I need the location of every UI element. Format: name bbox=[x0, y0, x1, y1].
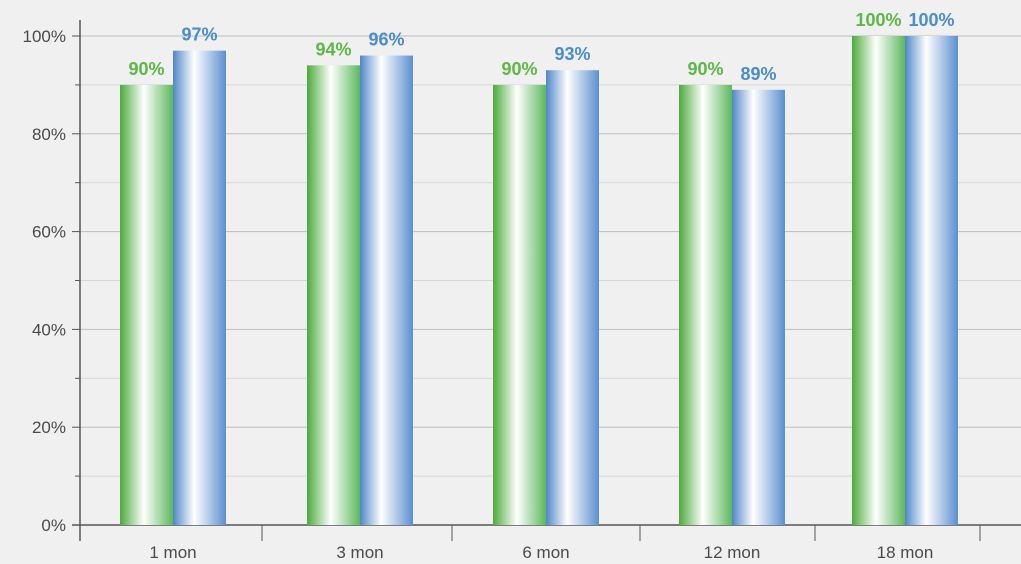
data-label: 90% bbox=[687, 59, 723, 79]
y-tick-label: 40% bbox=[32, 320, 66, 339]
data-label: 93% bbox=[554, 44, 590, 64]
bars bbox=[120, 36, 958, 526]
data-label: 94% bbox=[315, 39, 351, 59]
data-label: 90% bbox=[128, 59, 164, 79]
bar-series-1-18-mon bbox=[852, 36, 905, 525]
x-tick-label: 3 mon bbox=[336, 543, 383, 559]
bar-series-1-3-mon bbox=[307, 65, 360, 525]
bar-series-2-6-mon bbox=[546, 70, 599, 525]
y-tick-label: 20% bbox=[32, 418, 66, 437]
x-tick-label: 12 mon bbox=[704, 543, 761, 559]
data-label: 89% bbox=[740, 64, 776, 84]
bar-series-2-1-mon bbox=[173, 50, 226, 526]
bar-series-2-12-mon bbox=[732, 89, 785, 525]
y-tick-label: 60% bbox=[32, 223, 66, 242]
data-label: 100% bbox=[855, 10, 901, 30]
data-label: 96% bbox=[368, 30, 404, 50]
data-label: 90% bbox=[501, 59, 537, 79]
data-label: 97% bbox=[181, 25, 217, 45]
y-tick-label: 100% bbox=[23, 27, 66, 46]
y-tick-label: 0% bbox=[41, 516, 66, 535]
bar-series-1-6-mon bbox=[493, 84, 546, 526]
x-tick-label: 18 mon bbox=[877, 543, 934, 559]
bar-series-2-18-mon bbox=[905, 36, 958, 525]
x-tick-label: 1 mon bbox=[149, 543, 196, 559]
bar-series-1-1-mon bbox=[120, 84, 173, 526]
bar-series-1-12-mon bbox=[679, 84, 732, 526]
x-tick-label: 6 mon bbox=[522, 543, 569, 559]
bar-series-2-3-mon bbox=[360, 55, 413, 526]
data-label: 100% bbox=[908, 10, 954, 30]
data-labels: 90% 94% 90% 90% 100% 97% 96% 93% 89% 100% bbox=[128, 10, 954, 84]
y-tick-label: 80% bbox=[32, 125, 66, 144]
